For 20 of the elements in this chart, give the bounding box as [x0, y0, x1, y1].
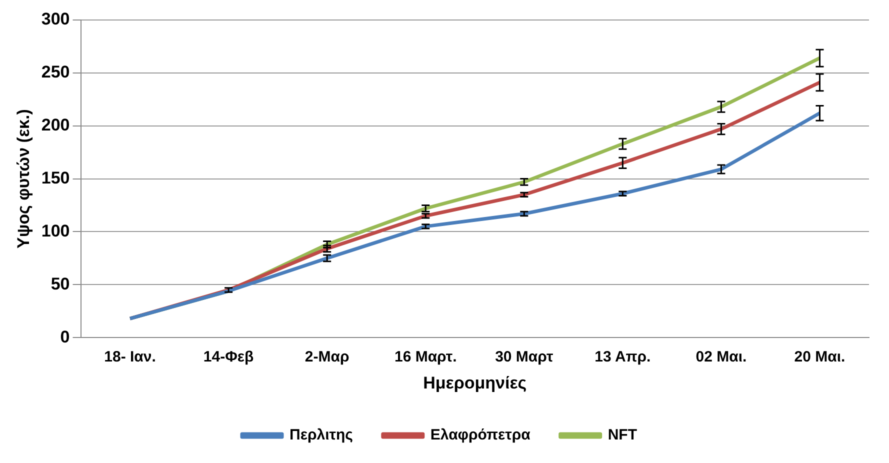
- y-tick-label: 0: [60, 327, 70, 346]
- x-tick-label: 30 Μαρτ: [495, 348, 554, 366]
- y-axis-title: Υψος φυτών (εκ.): [14, 109, 33, 249]
- legend-label: Ελαφρόπετρα: [430, 426, 532, 444]
- x-axis-title: Ημερομηνίες: [423, 373, 527, 392]
- y-tick-label: 300: [41, 10, 70, 29]
- y-tick-label: 50: [50, 274, 70, 294]
- x-tick-label: 14-Φεβ: [203, 348, 254, 366]
- y-tick-label: 150: [41, 168, 70, 188]
- x-tick-label: 18- Ιαν.: [104, 348, 156, 366]
- legend-label: NFT: [608, 426, 638, 444]
- x-tick-label: 16 Μαρτ.: [394, 348, 457, 366]
- x-tick-label: 13 Απρ.: [594, 348, 651, 366]
- x-tick-label: 2-Μαρ: [304, 348, 350, 366]
- y-tick-label: 250: [41, 62, 70, 82]
- y-tick-label: 200: [41, 116, 70, 135]
- x-tick-label: 20 Μαι.: [794, 348, 846, 366]
- legend-label: Περλιτης: [290, 426, 354, 444]
- x-tick-label: 02 Μαι.: [696, 348, 747, 366]
- y-tick-label: 100: [41, 221, 70, 240]
